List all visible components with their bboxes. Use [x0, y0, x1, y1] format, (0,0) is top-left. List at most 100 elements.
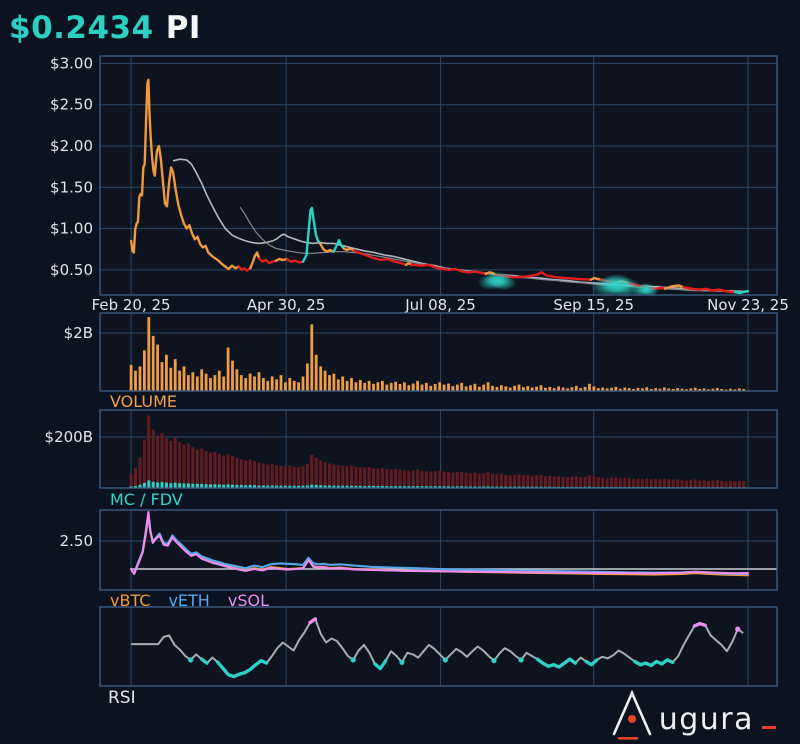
volume-bar [486, 382, 490, 391]
fdv-bar [231, 456, 234, 488]
fdv-bar [724, 481, 728, 488]
fdv-bar [275, 465, 279, 488]
volume-bar [438, 382, 442, 391]
y-tick-label: $2.50 [50, 96, 93, 114]
mc-bar [376, 486, 380, 488]
volume-bar [244, 378, 248, 391]
fdv-bar [261, 463, 265, 488]
volume-bar [367, 380, 371, 391]
fdv-bar [288, 465, 292, 488]
fdv-bar [508, 475, 512, 488]
fdv-bar [151, 429, 155, 488]
fdv-bar [213, 451, 217, 488]
fdv-bar [235, 457, 239, 488]
fdv-bar [574, 476, 578, 488]
volume-panel[interactable] [100, 313, 777, 391]
veth-legend-label: vETH [168, 591, 210, 610]
mc-bar [323, 485, 327, 488]
fdv-bar [380, 468, 384, 488]
price-chart-panel[interactable] [100, 56, 777, 295]
mc-bar [332, 485, 336, 488]
volume-bar [239, 375, 243, 391]
fdv-bar [698, 480, 702, 488]
volume-bar [306, 363, 309, 391]
volume-bar [204, 373, 208, 391]
fdv-bar [521, 475, 525, 488]
fdv-bar [583, 476, 587, 488]
rsi-plot-area [100, 607, 777, 686]
fdv-bar [473, 472, 477, 488]
volume-bar [685, 389, 688, 391]
volume-bar [143, 350, 146, 391]
mc-fdv-panel[interactable] [100, 410, 777, 488]
x-tick-label: Feb 20, 25 [92, 296, 171, 314]
volume-bar [178, 370, 181, 391]
mc-bar [477, 486, 481, 488]
fdv-bar [627, 478, 631, 488]
volume-bar [663, 387, 666, 391]
mc-bar [204, 484, 208, 488]
volume-bar [618, 388, 622, 391]
mc-bar [363, 486, 367, 488]
volume-bar [552, 388, 556, 391]
volume-bar [477, 386, 481, 391]
volume-bar [667, 388, 671, 391]
mc-bar [226, 484, 230, 488]
mc-bar [217, 484, 221, 488]
x-tick-label: Sep 15, 25 [553, 296, 634, 314]
volume-bar [632, 389, 635, 391]
volume-bar [689, 388, 693, 391]
fdv-bar [645, 478, 649, 488]
fdv-bar [596, 477, 600, 488]
fdv-bar [640, 478, 644, 488]
fdv-bar [147, 415, 151, 488]
fdv-bar [217, 453, 221, 488]
fdv-bar [601, 477, 605, 488]
volume-bar [737, 388, 741, 391]
volume-panel-border [99, 312, 778, 392]
volume-bar [561, 387, 565, 391]
mc-bar [486, 486, 490, 488]
volume-bar [284, 382, 287, 391]
x-tick-label: Jul 08, 25 [404, 296, 476, 314]
augura-logo-text: ugura [658, 702, 754, 737]
rsi-oversold-segment [373, 659, 388, 671]
volume-bar [310, 324, 314, 391]
fdv-bar [742, 481, 746, 488]
fdv-bar [160, 433, 164, 488]
price-line-segment [494, 271, 592, 281]
fdv-bar [477, 473, 481, 488]
mc-bar [147, 480, 151, 488]
volume-bar [455, 384, 459, 391]
mc-bar [429, 486, 433, 488]
mc-bar [424, 486, 428, 488]
volume-bar [279, 375, 283, 391]
fdv-bar [680, 479, 684, 488]
price-line-segment [352, 249, 408, 267]
mc-bar [398, 486, 402, 488]
volume-bar [389, 382, 393, 391]
volume-bar [574, 385, 578, 391]
rsi-oversold-segment [491, 658, 497, 664]
relative-performance-legend: vBTC vETH vSOL [110, 591, 269, 610]
fdv-bar [702, 479, 706, 488]
mc-bar [231, 484, 234, 488]
mc-bar [253, 485, 256, 488]
fdv-bar [164, 438, 168, 488]
volume-bar [513, 385, 516, 391]
mc-bar [499, 486, 503, 488]
mc-bar [350, 485, 353, 488]
relative-performance-panel[interactable] [100, 510, 777, 590]
rsi-panel[interactable] [100, 607, 777, 686]
y-tick-label: $3.00 [50, 54, 93, 72]
volume-bar [345, 380, 349, 391]
volume-bar [213, 375, 217, 391]
volume-bar [385, 384, 389, 391]
mc-bar [482, 486, 486, 488]
rsi-oversold-segment [216, 659, 269, 679]
mc-bar [517, 486, 521, 488]
fdv-bar [129, 474, 133, 488]
rsi-oversold-segment [633, 658, 675, 668]
y-tick-label: $0.50 [50, 261, 93, 279]
volume-bar [627, 388, 631, 391]
